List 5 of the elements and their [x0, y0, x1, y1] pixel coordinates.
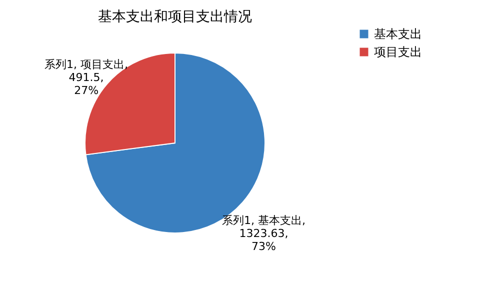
legend-label: 基本支出	[374, 27, 422, 41]
data-label: 系列1, 基本支出, 1323.63, 73%	[222, 214, 306, 253]
legend-label: 项目支出	[374, 45, 422, 59]
data-label: 系列1, 项目支出, 491.5, 27%	[44, 58, 128, 98]
chart-title: 基本支出和项目支出情况	[98, 9, 252, 25]
